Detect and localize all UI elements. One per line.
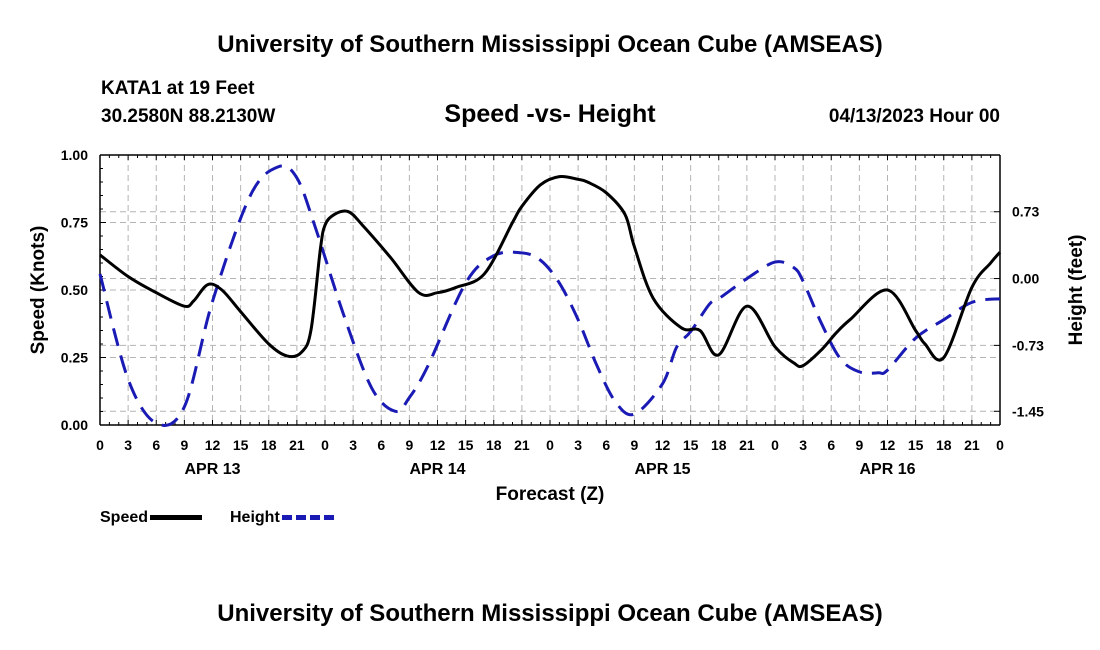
x-tick-label: 15: [908, 437, 924, 453]
x-tick-label: 0: [771, 437, 779, 453]
legend-speed-label: Speed: [100, 509, 149, 526]
x-tick-label: 3: [799, 437, 807, 453]
x-tick-label: 15: [458, 437, 474, 453]
y2-axis-title: Height (feet): [1066, 235, 1087, 346]
date-label: APR 13: [184, 461, 240, 478]
x-tick-label: 18: [936, 437, 952, 453]
y-tick-label: 0.75: [61, 215, 88, 231]
y2-tick-label: 0.73: [1012, 204, 1039, 220]
series-line-speed: [99, 174, 1002, 369]
x-axis-title: Forecast (Z): [496, 484, 605, 505]
x-tick-label: 18: [711, 437, 727, 453]
x-tick-label: 12: [880, 437, 896, 453]
y-tick-label: 0.50: [61, 282, 88, 298]
x-tick-label: 3: [574, 437, 582, 453]
legend-speed: Speed: [100, 509, 203, 527]
station-coordinates: 30.2580N 88.2130W: [101, 106, 276, 127]
x-tick-label: 0: [321, 437, 329, 453]
x-tick-label: 0: [96, 437, 104, 453]
legend-height-label: Height: [230, 509, 280, 526]
legend-speed-swatch: [150, 515, 203, 521]
x-tick-label: 9: [855, 437, 863, 453]
x-tick-label: 15: [233, 437, 249, 453]
bottom-title: University of Southern Mississippi Ocean…: [217, 600, 883, 627]
x-tick-label: 18: [486, 437, 502, 453]
date-label: APR 16: [859, 461, 915, 478]
y2-tick-label: 0.00: [1012, 271, 1039, 287]
x-tick-label: 21: [739, 437, 755, 453]
x-tick-label: 21: [514, 437, 530, 453]
legend-height-swatch: [281, 515, 334, 521]
x-tick-label: 9: [180, 437, 188, 453]
legend-height: Height: [230, 509, 334, 527]
y-tick-label: 1.00: [61, 147, 88, 163]
x-tick-label: 21: [289, 437, 305, 453]
station-label: KATA1 at 19 Feet: [101, 78, 255, 99]
x-tick-label: 0: [996, 437, 1004, 453]
x-tick-label: 6: [602, 437, 610, 453]
y-tick-label: 0.25: [61, 350, 88, 366]
x-tick-label: 12: [205, 437, 221, 453]
x-tick-label: 9: [405, 437, 413, 453]
x-tick-label: 18: [261, 437, 277, 453]
x-tick-label: 6: [827, 437, 835, 453]
x-tick-label: 21: [964, 437, 980, 453]
x-tick-label: 15: [683, 437, 699, 453]
y2-tick-label: -0.73: [1012, 337, 1044, 353]
chart-title: Speed -vs- Height: [444, 100, 656, 128]
y2-tick-label: -1.45: [1012, 403, 1044, 419]
x-tick-label: 9: [630, 437, 638, 453]
x-tick-label: 12: [430, 437, 446, 453]
x-tick-label: 0: [546, 437, 554, 453]
top-title: University of Southern Mississippi Ocean…: [217, 31, 883, 58]
y-axis-title: Speed (Knots): [28, 226, 49, 355]
x-tick-label: 3: [124, 437, 132, 453]
series-line-height: [98, 164, 1001, 427]
x-tick-label: 6: [152, 437, 160, 453]
date-label: APR 15: [634, 461, 690, 478]
date-label: APR 14: [409, 461, 465, 478]
x-tick-label: 12: [655, 437, 671, 453]
x-tick-label: 3: [349, 437, 357, 453]
y-tick-label: 0.00: [61, 417, 88, 433]
forecast-date-hour: 04/13/2023 Hour 00: [828, 106, 1000, 127]
x-tick-label: 6: [377, 437, 385, 453]
